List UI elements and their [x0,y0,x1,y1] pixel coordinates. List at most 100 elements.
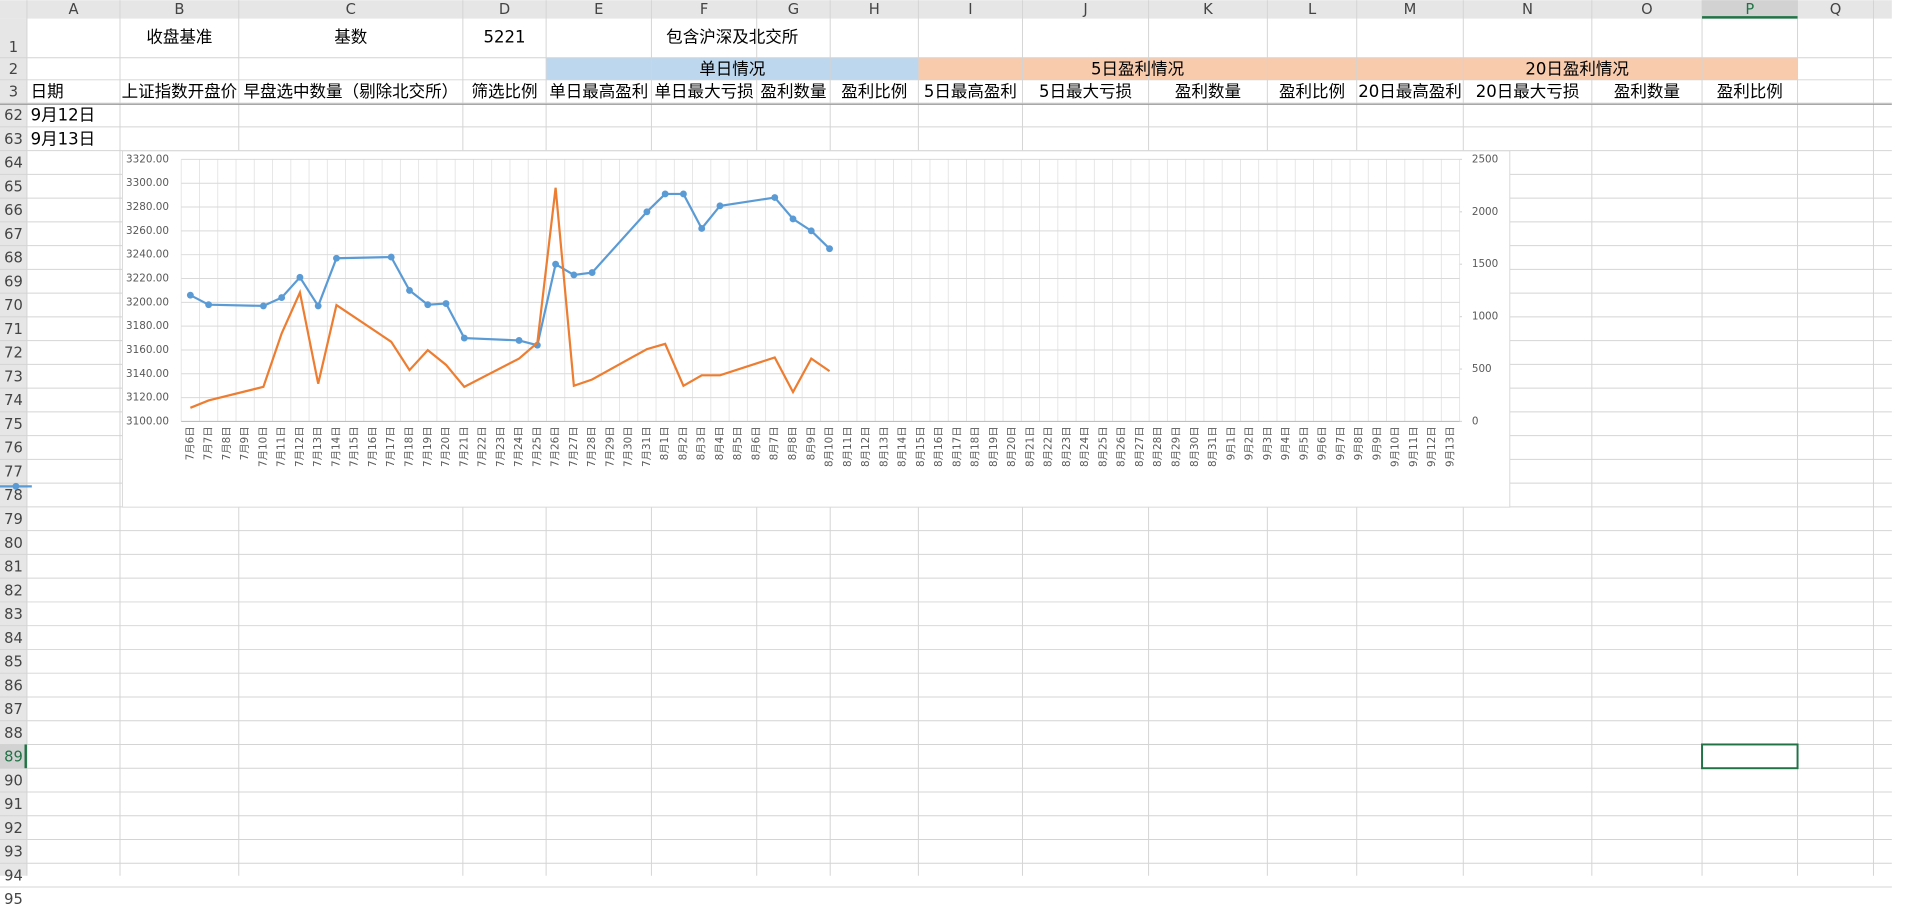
marker [643,208,651,216]
marker [296,273,304,281]
row-header: 76 [4,440,23,457]
line [189,192,831,347]
y-tick-label: 3300.00 [126,177,169,189]
marker [771,194,779,201]
row-header: 81 [4,559,23,576]
marker [314,302,322,310]
x-tick-label: 9月5日 [1298,426,1310,460]
x-tick-label: 8月24日 [1079,426,1091,467]
x-tick-label: 7月11日 [276,426,288,467]
x-tick-label: 9月9日 [1371,426,1383,460]
x-tick-label: 7月6日 [184,426,196,460]
y-tick-label: 3100.00 [126,415,169,427]
col-header-bg [0,0,1892,19]
row-header: 78 [4,487,23,504]
marker [716,202,724,210]
x-tick-label: 7月24日 [513,426,525,467]
column-header: K [1203,1,1213,18]
row-header: 88 [4,725,23,742]
marker [680,190,687,198]
cell-text: 日期 [31,82,64,101]
cell-text: 5日最大亏损 [1039,82,1132,101]
row-header: 70 [4,297,23,314]
cell-text: 20日最高盈利 [1358,82,1462,101]
cell-fill [1356,57,1798,80]
x-tick-label: 8月31日 [1207,426,1219,467]
y-tick-label: 3120.00 [126,392,169,404]
x-tick-label: 7月23日 [495,426,507,467]
cell-text: 盈利比例 [1717,82,1783,101]
x-tick-label: 9月1日 [1225,426,1237,460]
x-tick-label: 7月14日 [330,426,342,467]
x-tick-label: 9月2日 [1244,426,1256,460]
x-tick-label: 9月4日 [1280,426,1292,460]
y2-tick-label: 1500 [1472,258,1498,270]
column-header: N [1522,1,1533,18]
row-header: 83 [4,606,23,623]
column-header: G [788,1,799,18]
cell-text: 上证指数开盘价 [122,82,238,101]
y-tick-label: 3320.00 [126,153,169,165]
marker [588,269,596,276]
cell-text: 单日情况 [699,60,765,79]
marker [661,190,669,198]
x-tick-label: 8月17日 [951,426,963,467]
column-header: L [1308,1,1317,18]
x-tick-label: 7月16日 [367,426,379,467]
y2-tick-label: 1000 [1472,311,1498,323]
y-tick-label: 3280.00 [126,201,169,213]
cell-text: 包含沪深及北交所 [666,28,798,47]
x-tick-label: 8月19日 [988,426,1000,467]
x-tick-label: 7月10日 [257,426,269,467]
x-tick-label: 7月21日 [458,426,470,467]
y-tick-label: 3180.00 [126,320,169,332]
row-header: 82 [4,582,23,599]
x-tick-label: 8月27日 [1134,426,1146,467]
line [189,187,831,409]
x-tick-label: 8月4日 [714,426,726,460]
row-header: 93 [4,844,23,861]
y2-tick-label: 2000 [1472,206,1498,218]
marker [442,300,450,307]
cell-text: 5日最高盈利 [924,82,1017,101]
row-header: 63 [4,131,23,148]
marker [460,334,468,342]
y-tick-label: 3160.00 [126,344,169,356]
marker [186,291,194,299]
marker [826,245,833,253]
x-tick-label: 8月9日 [805,426,817,460]
cell-text: 单日最大亏损 [655,82,754,101]
column-header: H [869,1,880,18]
row-header-bg [0,18,27,876]
cell-text: 单日最高盈利 [549,82,648,101]
x-tick-label: 8月29日 [1171,426,1183,467]
row-header: 90 [4,772,23,789]
column-header: F [700,1,708,18]
x-tick-label: 8月6日 [750,426,762,460]
x-tick-label: 8月12日 [860,426,872,467]
row-header: 69 [4,273,23,290]
column-header: P [1745,1,1754,18]
x-tick-label: 8月13日 [878,426,890,467]
row-header: 94 [4,867,23,884]
x-tick-label: 7月31日 [641,426,653,467]
x-tick-label: 9月13日 [1444,426,1456,467]
column-header: A [68,1,78,18]
x-tick-label: 7月17日 [385,426,397,467]
marker [552,260,560,268]
x-tick-label: 7月29日 [604,426,616,467]
legend-marker [12,482,20,490]
row-header: 72 [4,345,23,362]
marker [406,286,413,294]
x-tick-label: 7月22日 [477,426,489,467]
y-tick-label: 3200.00 [126,296,169,308]
x-tick-label: 7月8日 [221,426,233,460]
row-header: 62 [4,107,23,124]
row-header: 79 [4,511,23,528]
row-header: 77 [4,464,23,481]
x-tick-label: 7月20日 [440,426,452,467]
column-header: O [1641,1,1653,18]
row-header: 74 [4,392,23,409]
x-tick-label: 9月6日 [1317,426,1329,460]
cell-text: 基数 [334,28,368,47]
